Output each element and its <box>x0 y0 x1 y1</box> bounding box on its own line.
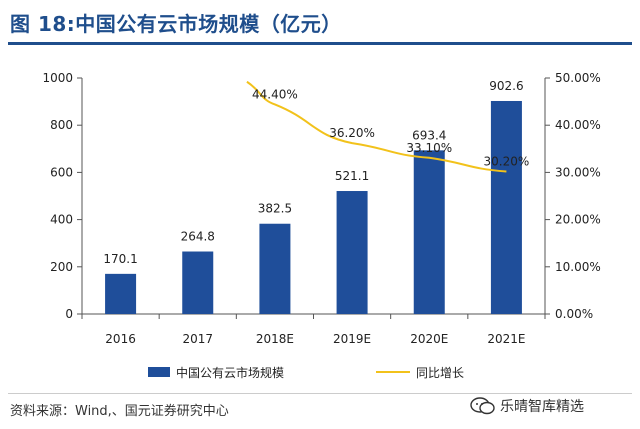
bar <box>413 150 445 314</box>
bar-value-label: 170.1 <box>103 252 137 266</box>
growth-value-label: 33.10% <box>406 141 452 155</box>
x-tick-label: 2019E <box>333 332 371 346</box>
y-tick-label-left: 800 <box>50 118 73 132</box>
bar-value-label: 902.6 <box>489 79 523 93</box>
y-tick-label-left: 400 <box>50 213 73 227</box>
bar-value-label: 382.5 <box>258 202 292 216</box>
y-tick-label-left: 200 <box>50 260 73 274</box>
bar <box>336 191 368 314</box>
y-tick-label-right: 20.00% <box>555 213 601 227</box>
y-tick-label-left: 0 <box>65 307 73 321</box>
y-tick-label-left: 1000 <box>42 71 73 85</box>
x-tick-label: 2016 <box>105 332 136 346</box>
y-tick-label-right: 0.00% <box>555 307 593 321</box>
bar-value-label: 521.1 <box>335 169 369 183</box>
x-tick-label: 2018E <box>256 332 294 346</box>
x-tick-label: 2020E <box>410 332 448 346</box>
x-tick-label: 2021E <box>487 332 525 346</box>
bar <box>105 273 137 314</box>
x-tick-label: 2017 <box>182 332 213 346</box>
bar <box>259 223 291 314</box>
y-tick-label-right: 10.00% <box>555 260 601 274</box>
growth-line <box>246 80 507 173</box>
legend-bar-label: 中国公有云市场规模 <box>176 365 284 380</box>
footer-divider <box>8 393 632 394</box>
growth-value-label: 30.20% <box>484 154 530 168</box>
growth-value-label: 36.20% <box>329 126 375 140</box>
legend-line-label: 同比增长 <box>416 366 464 380</box>
bar-value-label: 264.8 <box>181 230 215 244</box>
y-tick-label-right: 30.00% <box>555 165 601 179</box>
wechat-icon <box>470 397 495 415</box>
legend-bar-swatch <box>148 367 170 377</box>
y-tick-label-right: 50.00% <box>555 71 601 85</box>
growth-value-label: 44.40% <box>252 87 298 101</box>
figure-title: 图 18:中国公有云市场规模（亿元） <box>10 12 342 36</box>
bar <box>490 100 522 315</box>
watermark-text: 乐晴智库精选 <box>500 399 584 415</box>
y-tick-label-left: 600 <box>50 165 73 179</box>
watermark: 乐晴智库精选 <box>470 396 584 416</box>
y-tick-label-right: 40.00% <box>555 118 601 132</box>
source-note: 资料来源：Wind,、国元证券研究中心 <box>10 404 229 419</box>
bar <box>182 251 214 314</box>
bar-value-label: 693.4 <box>412 128 446 142</box>
title-divider <box>8 42 632 45</box>
